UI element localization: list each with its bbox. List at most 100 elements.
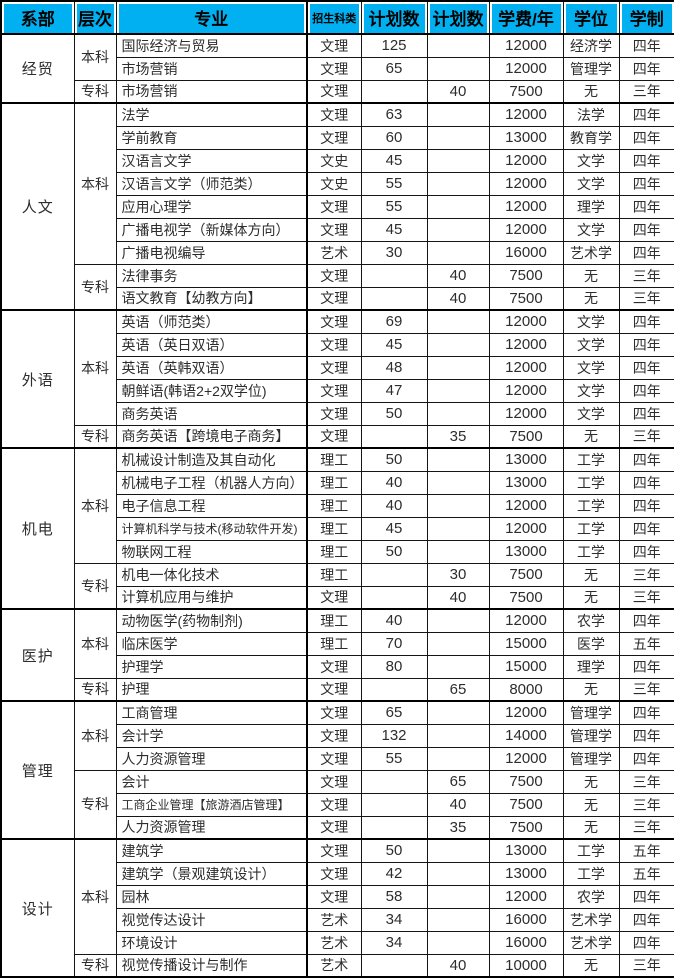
table-row: 视觉传达设计 艺术 34 16000 艺术学 四年 xyxy=(1,907,674,932)
tuition-cell: 14000 xyxy=(488,723,564,748)
degree-cell: 无 xyxy=(562,677,620,702)
category-cell: 文理 xyxy=(306,263,362,288)
table-row: 专科 商务英语【跨境电子商务】 文理 35 7500 无三年 xyxy=(1,424,674,449)
duration-cell: 四年 xyxy=(618,194,674,219)
tuition-cell: 12000 xyxy=(488,700,564,725)
table-row: 专科 会计 文理 65 7500 无三年 xyxy=(1,769,674,840)
duration-cell: 三年 xyxy=(618,79,674,104)
table-row: 专科 机电一体化技术 理工 30 7500 无三年 xyxy=(1,562,674,610)
plan-zhuanke-cell xyxy=(426,746,490,771)
table-row: 市场营销 文理 65 12000 管理学 四年 xyxy=(1,56,674,81)
table-row: 英语（英韩双语） 文理 48 12000 文学 四年 xyxy=(1,355,674,380)
degree-cell: 文学 xyxy=(562,378,620,403)
table-row: 建筑学（景观建筑设计） 文理 42 13000 工学 五年 xyxy=(1,861,674,886)
level-cell: 专科 xyxy=(73,424,117,449)
major-cell: 工商管理 xyxy=(115,700,308,725)
plan-benke-cell: 40 xyxy=(360,608,428,633)
major-cell: 建筑学（景观建筑设计） xyxy=(115,861,308,886)
level-cell: 专科 xyxy=(73,79,117,104)
degree-cell: 法学 xyxy=(562,102,620,127)
category-cell: 理工 xyxy=(306,562,362,587)
duration-cell: 四年 xyxy=(618,240,674,265)
tuition-cell: 10000 xyxy=(488,953,564,978)
tuition-cell: 12000 xyxy=(488,33,564,58)
duration-cell: 三年 xyxy=(618,792,674,817)
table-row: 广播电视学（新媒体方向） 文理 45 12000 文学 四年 xyxy=(1,217,674,242)
plan-zhuanke-cell xyxy=(426,332,490,357)
plan-benke-cell: 55 xyxy=(360,171,428,196)
header-category: 招生科类 xyxy=(306,0,362,35)
level-cell: 专科 xyxy=(73,562,117,610)
dept-cell: 机电 xyxy=(0,447,75,610)
category-cell: 艺术 xyxy=(306,930,362,955)
table-row: 专科 法律事务 文理 40 7500 无三年 xyxy=(1,263,674,311)
major-cell: 电子信息工程 xyxy=(115,493,308,518)
level-cell: 本科 xyxy=(73,33,117,81)
degree-cell: 工学 xyxy=(562,838,620,863)
header-tuition: 学费/年 xyxy=(488,0,564,35)
plan-zhuanke-cell xyxy=(426,723,490,748)
tuition-cell: 7500 xyxy=(488,263,564,288)
tuition-cell: 7500 xyxy=(488,79,564,104)
duration-cell: 四年 xyxy=(618,33,674,58)
plan-benke-cell: 40 xyxy=(360,493,428,518)
duration-cell: 四年 xyxy=(618,125,674,150)
header-plan-zhuanke: 计划数 xyxy=(426,0,490,35)
plan-benke-cell: 47 xyxy=(360,378,428,403)
degree-cell: 管理学 xyxy=(562,723,620,748)
tuition-cell: 12000 xyxy=(488,608,564,633)
degree-cell: 无 xyxy=(562,79,620,104)
level-cell: 专科 xyxy=(73,677,117,702)
plan-benke-cell xyxy=(360,585,428,610)
category-cell: 文理 xyxy=(306,838,362,863)
tuition-cell: 13000 xyxy=(488,447,564,472)
major-cell: 英语（英韩双语） xyxy=(115,355,308,380)
plan-zhuanke-cell xyxy=(426,401,490,426)
plan-benke-cell xyxy=(360,677,428,702)
table-row: 人力资源管理 文理 55 12000 管理学 四年 xyxy=(1,746,674,771)
duration-cell: 五年 xyxy=(618,631,674,656)
table-row: 广播电视编导 艺术 30 16000 艺术学 四年 xyxy=(1,240,674,265)
tuition-cell: 13000 xyxy=(488,539,564,564)
table-row: 外语 本科 英语（师范类） 文理 69 12000 文学 四年 xyxy=(0,309,674,449)
degree-cell: 无 xyxy=(562,562,620,587)
duration-cell: 四年 xyxy=(618,746,674,771)
plan-zhuanke-cell xyxy=(426,102,490,127)
duration-cell: 四年 xyxy=(618,700,674,725)
degree-cell: 无 xyxy=(562,769,620,794)
plan-zhuanke-cell xyxy=(426,33,490,58)
major-cell: 商务英语【跨境电子商务】 xyxy=(115,424,308,449)
major-cell: 人力资源管理 xyxy=(115,746,308,771)
tuition-cell: 7500 xyxy=(488,585,564,610)
degree-cell: 医学 xyxy=(562,631,620,656)
category-cell: 文理 xyxy=(306,102,362,127)
degree-cell: 工学 xyxy=(562,516,620,541)
tuition-cell: 13000 xyxy=(488,470,564,495)
category-cell: 文理 xyxy=(306,56,362,81)
plan-zhuanke-cell xyxy=(426,700,490,725)
tuition-cell: 12000 xyxy=(488,401,564,426)
degree-cell: 工学 xyxy=(562,493,620,518)
plan-zhuanke-cell xyxy=(426,194,490,219)
degree-cell: 无 xyxy=(562,585,620,610)
plan-zhuanke-cell xyxy=(426,516,490,541)
table-row: 机电 本科 机械设计制造及其自动化 理工 50 13000 工学 四年 xyxy=(0,447,674,610)
duration-cell: 四年 xyxy=(618,516,674,541)
header-plan-benke: 计划数 xyxy=(360,0,428,35)
degree-cell: 文学 xyxy=(562,217,620,242)
table-row: 人文 本科 法学 文理 63 12000 法学 四年 xyxy=(0,102,674,311)
tuition-cell: 12000 xyxy=(488,217,564,242)
table-row: 计算机应用与维护 文理 40 7500 无三年 xyxy=(1,585,674,610)
duration-cell: 四年 xyxy=(618,378,674,403)
tuition-cell: 16000 xyxy=(488,907,564,932)
major-cell: 语文教育【幼教方向】 xyxy=(115,286,308,311)
category-cell: 文理 xyxy=(306,585,362,610)
major-cell: 法学 xyxy=(115,102,308,127)
table-row: 应用心理学 文理 55 12000 理学 四年 xyxy=(1,194,674,219)
plan-zhuanke-cell xyxy=(426,470,490,495)
tuition-cell: 16000 xyxy=(488,240,564,265)
plan-zhuanke-cell xyxy=(426,907,490,932)
major-cell: 汉语言文学（师范类） xyxy=(115,171,308,196)
degree-cell: 艺术学 xyxy=(562,907,620,932)
level-cell: 本科 xyxy=(73,102,117,265)
